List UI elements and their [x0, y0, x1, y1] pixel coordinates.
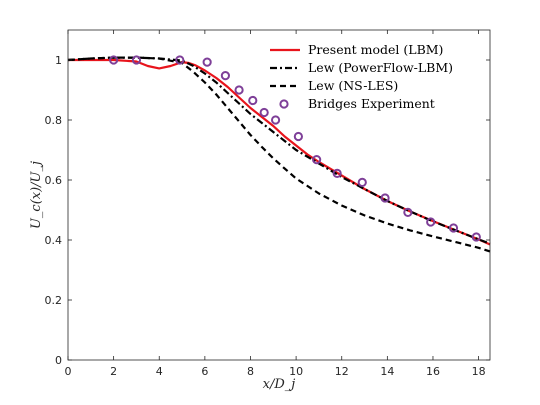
series-layer: [67, 55, 491, 253]
ticks-layer: 0 2 4 6 8 10 12 14 16 18 0 0.2 0.4 0.6 0.8 1: [45, 30, 490, 378]
x-tick-label: 14: [380, 365, 394, 378]
y-tick-label: 1: [55, 54, 62, 67]
experiment-marker: [109, 55, 119, 65]
x-tick-label: 0: [65, 365, 72, 378]
axes-layer: [67, 29, 491, 361]
y-tick-label: 0.6: [45, 174, 63, 187]
x-axis-label: x/D_j: [263, 377, 296, 392]
experiment-marker: [234, 85, 244, 95]
experiment-marker: [426, 217, 436, 227]
experiment-marker: [448, 223, 459, 233]
plot-area: [68, 30, 490, 360]
experiment-marker: [403, 207, 413, 217]
legend-label: Bridges Experiment: [308, 96, 435, 111]
experiment-marker: [471, 232, 481, 242]
experiment-marker: [380, 193, 390, 203]
axes-frame: [67, 29, 491, 361]
y-tick-label: 0.2: [45, 294, 63, 307]
experiment-marker: [312, 155, 322, 165]
experiment-marker: [248, 95, 258, 106]
x-tick-label: 16: [426, 365, 440, 378]
experiment-marker: [332, 168, 342, 178]
experiment-marker: [131, 55, 142, 65]
legend-label: Present model (LBM): [308, 42, 443, 57]
experiment-marker: [270, 115, 281, 125]
y-tick-label: 0.4: [45, 234, 63, 247]
experiment-marker: [175, 55, 185, 65]
experiment-marker: [357, 177, 367, 187]
y-tick-label: 0.8: [45, 114, 63, 127]
series-line-1: [68, 58, 491, 246]
legend-label: Lew (NS-LES): [308, 78, 398, 93]
legend-marker: [279, 99, 289, 109]
experiment-marker: [220, 71, 230, 81]
experiment-marker: [293, 131, 303, 142]
y-tick-label: 0: [55, 354, 62, 367]
legend: Present model (LBM) Lew (PowerFlow-LBM) Le…: [270, 42, 453, 111]
x-tick-label: 4: [156, 365, 163, 378]
experiment-marker: [202, 57, 212, 67]
x-tick-label: 18: [472, 365, 486, 378]
x-tick-label: 2: [110, 365, 117, 378]
experiment-marker: [259, 107, 269, 118]
x-tick-label: 10: [289, 365, 303, 378]
x-tick-label: 12: [335, 365, 349, 378]
legend-label: Lew (PowerFlow-LBM): [308, 60, 453, 75]
series-line-3: [67, 56, 491, 253]
y-axis-label: U_c(x)/U_j: [29, 161, 44, 229]
x-tick-label: 6: [201, 365, 208, 378]
x-tick-label: 8: [247, 365, 254, 378]
